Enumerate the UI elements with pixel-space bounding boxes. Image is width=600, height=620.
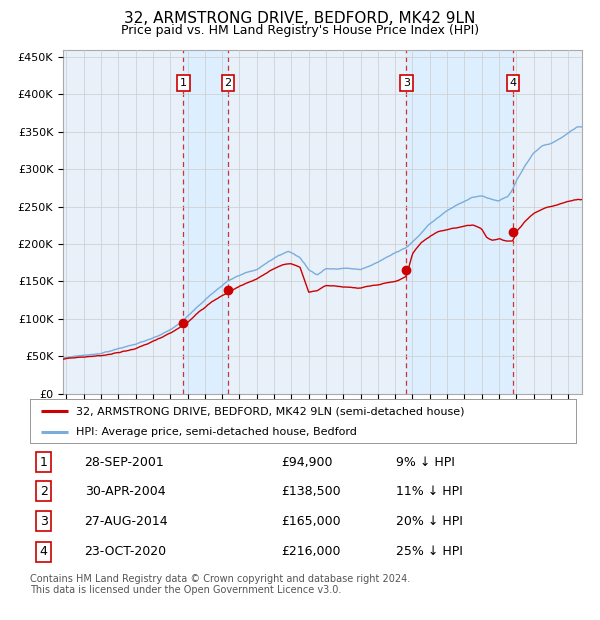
Bar bbox=[406, 50, 513, 394]
Text: Price paid vs. HM Land Registry's House Price Index (HPI): Price paid vs. HM Land Registry's House … bbox=[121, 24, 479, 37]
Text: 25% ↓ HPI: 25% ↓ HPI bbox=[396, 545, 463, 558]
Text: 32, ARMSTRONG DRIVE, BEDFORD, MK42 9LN (semi-detached house): 32, ARMSTRONG DRIVE, BEDFORD, MK42 9LN (… bbox=[76, 406, 465, 416]
Text: 23-OCT-2020: 23-OCT-2020 bbox=[85, 545, 167, 558]
Text: 32, ARMSTRONG DRIVE, BEDFORD, MK42 9LN: 32, ARMSTRONG DRIVE, BEDFORD, MK42 9LN bbox=[124, 11, 476, 26]
Text: 1: 1 bbox=[180, 78, 187, 88]
Text: 9% ↓ HPI: 9% ↓ HPI bbox=[396, 456, 455, 469]
Text: 3: 3 bbox=[403, 78, 410, 88]
Text: 30-APR-2004: 30-APR-2004 bbox=[85, 485, 165, 498]
Text: £216,000: £216,000 bbox=[281, 545, 341, 558]
Text: 4: 4 bbox=[40, 545, 47, 558]
Text: Contains HM Land Registry data © Crown copyright and database right 2024.
This d: Contains HM Land Registry data © Crown c… bbox=[30, 574, 410, 595]
Text: 11% ↓ HPI: 11% ↓ HPI bbox=[396, 485, 463, 498]
Text: £165,000: £165,000 bbox=[281, 515, 341, 528]
Text: 27-AUG-2014: 27-AUG-2014 bbox=[85, 515, 168, 528]
Text: 3: 3 bbox=[40, 515, 47, 528]
Text: 2: 2 bbox=[40, 485, 47, 498]
Text: 1: 1 bbox=[40, 456, 47, 469]
Text: 20% ↓ HPI: 20% ↓ HPI bbox=[396, 515, 463, 528]
Bar bbox=[183, 50, 228, 394]
Text: 2: 2 bbox=[224, 78, 232, 88]
Text: 28-SEP-2001: 28-SEP-2001 bbox=[85, 456, 164, 469]
Text: HPI: Average price, semi-detached house, Bedford: HPI: Average price, semi-detached house,… bbox=[76, 427, 357, 437]
Text: 4: 4 bbox=[509, 78, 517, 88]
Text: £94,900: £94,900 bbox=[281, 456, 332, 469]
Text: £138,500: £138,500 bbox=[281, 485, 341, 498]
